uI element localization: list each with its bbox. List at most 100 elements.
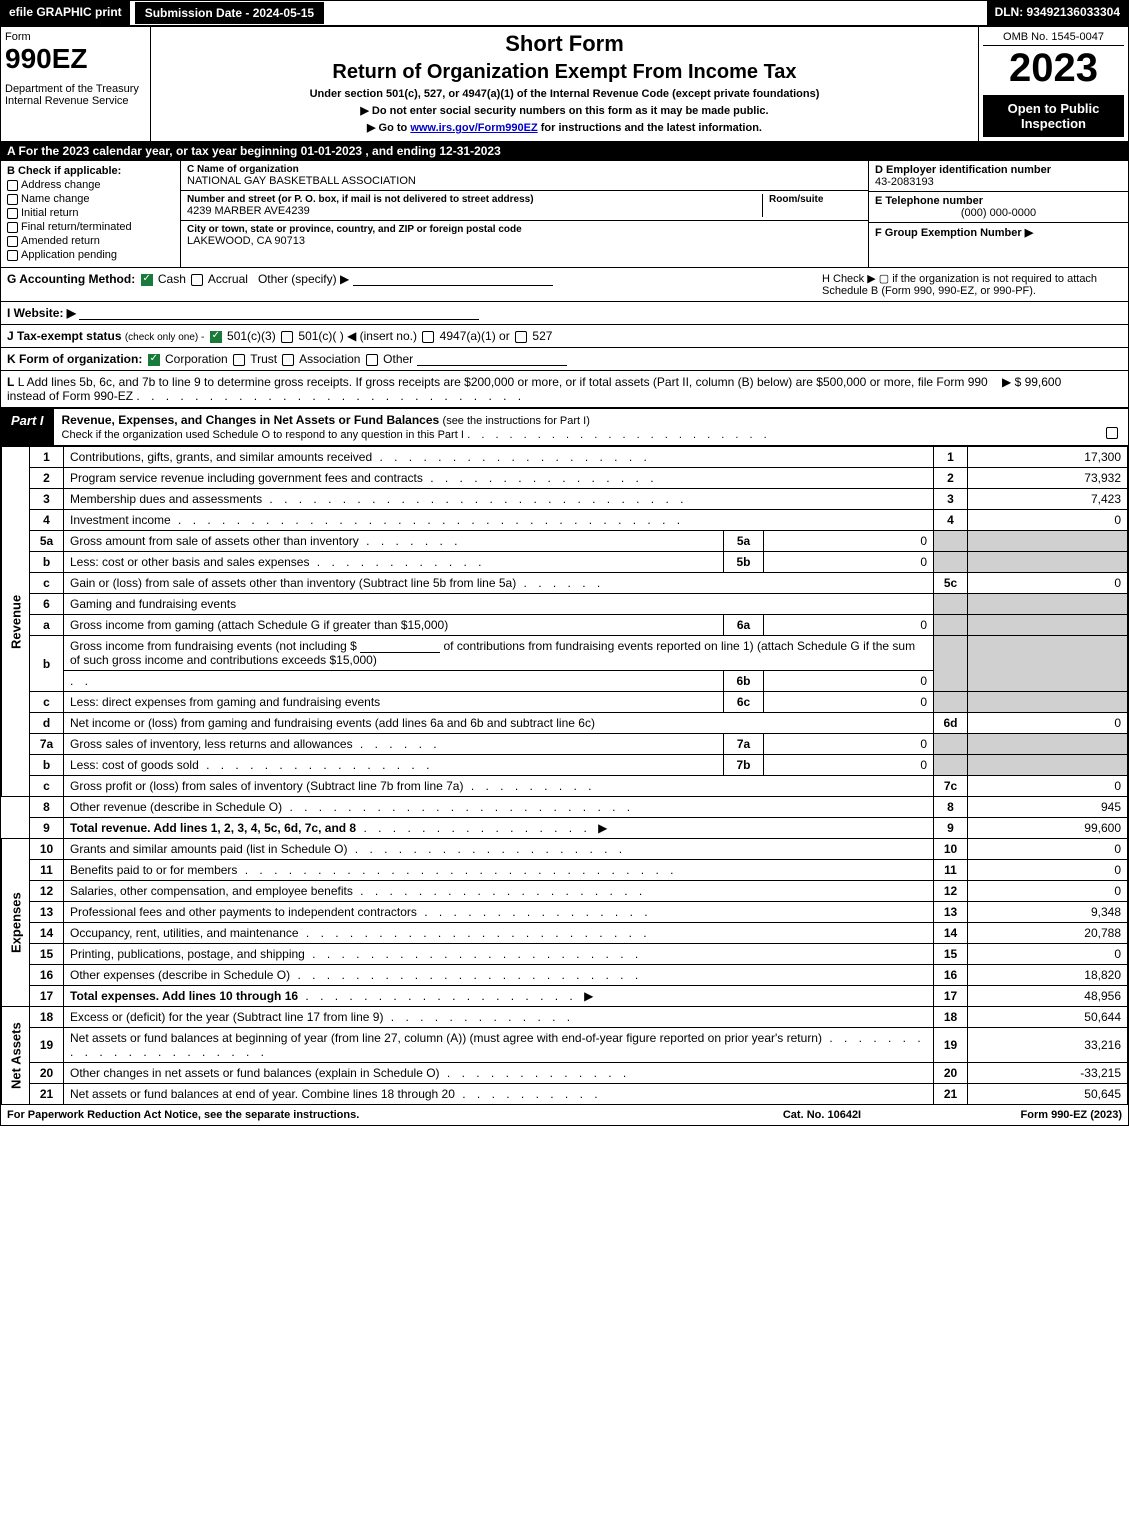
table-row: Revenue 1 Contributions, gifts, grants, … bbox=[2, 447, 1128, 468]
table-row: 20 Other changes in net assets or fund b… bbox=[2, 1063, 1128, 1084]
g-cash: Cash bbox=[158, 272, 186, 286]
ein-label: D Employer identification number bbox=[875, 164, 1122, 176]
checkbox-trust[interactable] bbox=[233, 354, 245, 366]
revenue-vlabel: Revenue bbox=[2, 447, 30, 797]
instruction-1: ▶ Do not enter social security numbers o… bbox=[159, 104, 970, 117]
street: 4239 MARBER AVE4239 bbox=[187, 205, 762, 217]
g-label: G Accounting Method: bbox=[7, 272, 135, 286]
table-row: d Net income or (loss) from gaming and f… bbox=[2, 713, 1128, 734]
subtitle: Under section 501(c), 527, or 4947(a)(1)… bbox=[159, 88, 970, 100]
table-row: c Gain or (loss) from sale of assets oth… bbox=[2, 573, 1128, 594]
table-row: Expenses 10 Grants and similar amounts p… bbox=[2, 839, 1128, 860]
table-row: c Gross profit or (loss) from sales of i… bbox=[2, 776, 1128, 797]
group-label: F Group Exemption Number ▶ bbox=[875, 226, 1122, 239]
omb-number: OMB No. 1545-0047 bbox=[983, 31, 1124, 46]
table-row: 2 Program service revenue including gove… bbox=[2, 468, 1128, 489]
j-opt3: 4947(a)(1) or bbox=[440, 329, 510, 343]
city: LAKEWOOD, CA 90713 bbox=[187, 235, 862, 247]
table-row: 19 Net assets or fund balances at beginn… bbox=[2, 1028, 1128, 1063]
checkbox-527[interactable] bbox=[515, 331, 527, 343]
6b-contrib-input[interactable] bbox=[360, 639, 440, 653]
checkbox-icon[interactable] bbox=[7, 236, 18, 247]
table-row: b Less: cost or other basis and sales ex… bbox=[2, 552, 1128, 573]
j-opt1: 501(c)(3) bbox=[227, 329, 276, 343]
instruction-2: ▶ Go to www.irs.gov/Form990EZ for instru… bbox=[159, 121, 970, 134]
irs-link[interactable]: www.irs.gov/Form990EZ bbox=[410, 122, 537, 134]
form-number: 990EZ bbox=[5, 43, 146, 75]
table-row: 12 Salaries, other compensation, and emp… bbox=[2, 881, 1128, 902]
l-text: L L Add lines 5b, 6c, and 7b to line 9 t… bbox=[7, 375, 1002, 403]
table-row: 16 Other expenses (describe in Schedule … bbox=[2, 965, 1128, 986]
form-header: Form 990EZ Department of the Treasury In… bbox=[1, 25, 1128, 141]
checkbox-icon[interactable] bbox=[7, 180, 18, 191]
table-row: 7a Gross sales of inventory, less return… bbox=[2, 734, 1128, 755]
checkbox-icon[interactable] bbox=[7, 250, 18, 261]
j-opt4: 527 bbox=[532, 329, 552, 343]
col-c: C Name of organization NATIONAL GAY BASK… bbox=[181, 161, 868, 267]
k-other-input[interactable] bbox=[417, 352, 567, 366]
checkbox-cash-checked[interactable] bbox=[141, 274, 153, 286]
org-name-label: C Name of organization bbox=[187, 164, 862, 175]
table-row: 5a Gross amount from sale of assets othe… bbox=[2, 531, 1128, 552]
dept-label: Department of the Treasury Internal Reve… bbox=[5, 83, 146, 107]
street-row: Number and street (or P. O. box, if mail… bbox=[181, 191, 868, 221]
page-footer: For Paperwork Reduction Act Notice, see … bbox=[1, 1105, 1128, 1125]
line-h: H Check ▶ ▢ if the organization is not r… bbox=[822, 272, 1122, 297]
col-b: B Check if applicable: Address change Na… bbox=[1, 161, 181, 267]
table-row: c Less: direct expenses from gaming and … bbox=[2, 692, 1128, 713]
checkbox-accrual[interactable] bbox=[191, 274, 203, 286]
line-j: J Tax-exempt status (check only one) - 5… bbox=[1, 325, 1128, 348]
line-g: G Accounting Method: Cash Accrual Other … bbox=[7, 272, 822, 297]
form-label: Form bbox=[5, 31, 146, 43]
j-label: J Tax-exempt status bbox=[7, 329, 122, 343]
website-input[interactable] bbox=[79, 306, 479, 320]
check-application-pending: Application pending bbox=[7, 249, 174, 261]
header-left: Form 990EZ Department of the Treasury In… bbox=[1, 27, 151, 141]
checkbox-501c3-checked[interactable] bbox=[210, 331, 222, 343]
dln-label: DLN: 93492136033304 bbox=[987, 1, 1128, 25]
checkbox-icon[interactable] bbox=[7, 222, 18, 233]
table-row: b Less: cost of goods sold . . . . . . .… bbox=[2, 755, 1128, 776]
part1-header: Part I Revenue, Expenses, and Changes in… bbox=[1, 408, 1128, 446]
line-l: L L Add lines 5b, 6c, and 7b to line 9 t… bbox=[1, 371, 1128, 408]
table-row: 14 Occupancy, rent, utilities, and maint… bbox=[2, 923, 1128, 944]
table-row: 3 Membership dues and assessments . . . … bbox=[2, 489, 1128, 510]
expenses-vlabel: Expenses bbox=[2, 839, 30, 1007]
info-block: B Check if applicable: Address change Na… bbox=[1, 161, 1128, 268]
checkbox-schedule-o[interactable] bbox=[1106, 427, 1118, 439]
table-row: 8 Other revenue (describe in Schedule O)… bbox=[2, 797, 1128, 818]
instruction-2-prefix: ▶ Go to bbox=[367, 122, 410, 134]
form-page: efile GRAPHIC print Submission Date - 20… bbox=[0, 0, 1129, 1126]
checkbox-4947[interactable] bbox=[422, 331, 434, 343]
check-final-return: Final return/terminated bbox=[7, 221, 174, 233]
footer-right: Form 990-EZ (2023) bbox=[922, 1109, 1122, 1121]
check-initial-return: Initial return bbox=[7, 207, 174, 219]
checkbox-icon[interactable] bbox=[7, 208, 18, 219]
j-opt2: 501(c)( ) ◀ (insert no.) bbox=[298, 329, 417, 343]
ein-row: D Employer identification number 43-2083… bbox=[869, 161, 1128, 192]
top-bar: efile GRAPHIC print Submission Date - 20… bbox=[1, 1, 1128, 25]
check-address-change: Address change bbox=[7, 179, 174, 191]
checkbox-corp-checked[interactable] bbox=[148, 354, 160, 366]
room-label: Room/suite bbox=[769, 194, 862, 205]
checkbox-501c[interactable] bbox=[281, 331, 293, 343]
table-row: Net Assets 18 Excess or (deficit) for th… bbox=[2, 1007, 1128, 1028]
table-row: b Gross income from fundraising events (… bbox=[2, 636, 1128, 671]
inspection-label: Open to Public Inspection bbox=[983, 95, 1124, 137]
phone-value: (000) 000-0000 bbox=[875, 207, 1122, 219]
check-amended-return: Amended return bbox=[7, 235, 174, 247]
checkbox-icon[interactable] bbox=[7, 194, 18, 205]
group-row: F Group Exemption Number ▶ bbox=[869, 223, 1128, 242]
checkbox-assoc[interactable] bbox=[282, 354, 294, 366]
k-trust: Trust bbox=[250, 352, 277, 366]
l-amount: ▶ $ 99,600 bbox=[1002, 375, 1122, 403]
part1-title: Revenue, Expenses, and Changes in Net As… bbox=[54, 409, 1128, 445]
checkbox-other[interactable] bbox=[366, 354, 378, 366]
g-other-input[interactable] bbox=[353, 272, 553, 286]
org-name-row: C Name of organization NATIONAL GAY BASK… bbox=[181, 161, 868, 191]
table-row: 9 Total revenue. Add lines 1, 2, 3, 4, 5… bbox=[2, 818, 1128, 839]
table-row: 6 Gaming and fundraising events bbox=[2, 594, 1128, 615]
section-a: A For the 2023 calendar year, or tax yea… bbox=[1, 141, 1128, 161]
k-corp: Corporation bbox=[165, 352, 228, 366]
footer-left: For Paperwork Reduction Act Notice, see … bbox=[7, 1109, 722, 1121]
